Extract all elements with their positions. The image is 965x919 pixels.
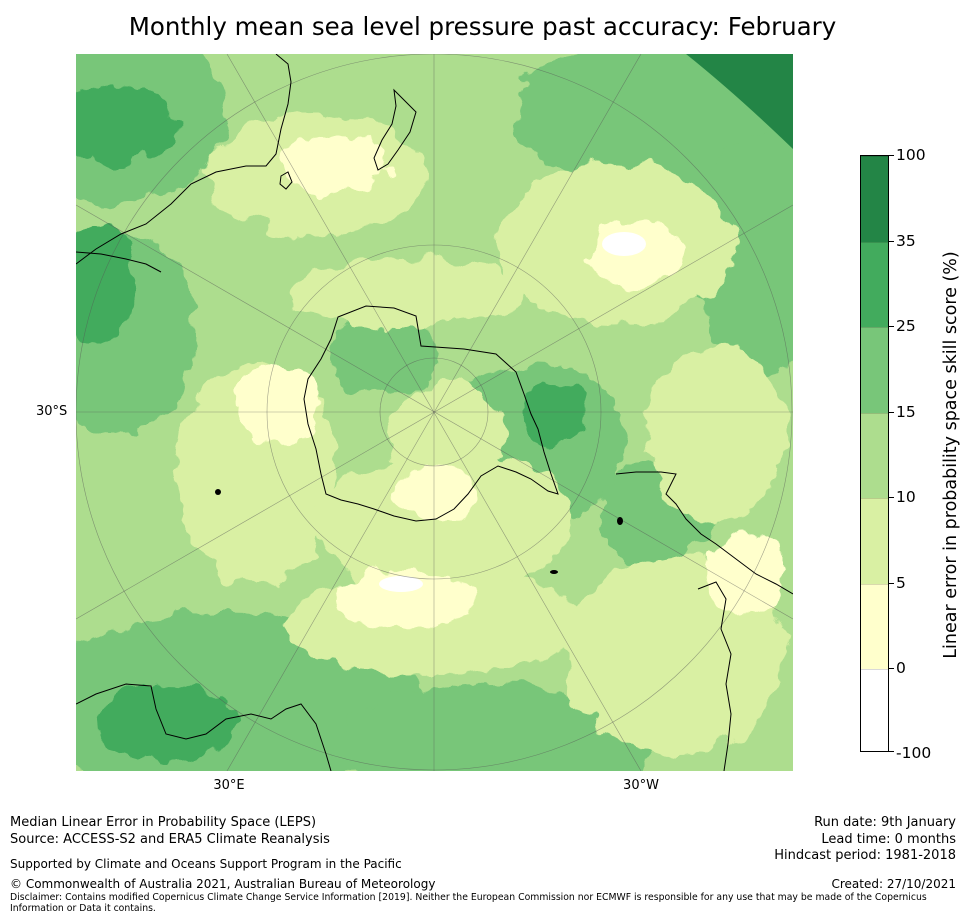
lon-label-30e: 30°E: [213, 778, 245, 793]
colorbar-segment-10-15: [861, 413, 888, 498]
colorbar-tick: [889, 241, 894, 242]
colorbar-tick-label: 15: [896, 403, 916, 421]
colorbar-tick: [889, 751, 894, 752]
footer-copyright: © Commonwealth of Australia 2021, Austra…: [10, 877, 436, 891]
field-patch: [331, 314, 441, 394]
field-patch: [706, 534, 786, 614]
field-patch: [646, 344, 786, 524]
tasmania-coast: [279, 171, 293, 190]
colorbar-segment-5-10: [861, 498, 888, 584]
run-date: Run date: 9th January: [814, 815, 956, 830]
field-patch: [336, 684, 656, 771]
colorbar-tick: [889, 497, 894, 498]
new-zealand-coast: [373, 88, 417, 171]
colorbar-tick: [889, 412, 894, 413]
field-patch: [396, 469, 476, 519]
field-patch: [696, 134, 793, 374]
created-date: Created: 27/10/2021: [831, 877, 956, 891]
island: [617, 517, 623, 525]
africa-coast: [76, 683, 332, 771]
australia-coast: [76, 54, 292, 265]
field-patch: [386, 384, 506, 484]
footer-source: Source: ACCESS-S2 and ERA5 Climate Reana…: [10, 832, 330, 847]
colorbar-tick-label: 5: [896, 574, 906, 592]
field-patch: [76, 224, 136, 344]
colorbar-segment-35-100: [861, 156, 888, 242]
colorbar-segment-15-25: [861, 327, 888, 413]
australia-south-coast: [76, 251, 162, 273]
chart-title: Monthly mean sea level pressure past acc…: [128, 12, 837, 41]
colorbar-tick: [889, 668, 894, 669]
graticule: [76, 54, 793, 771]
hindcast-period: Hindcast period: 1981-2018: [774, 848, 956, 863]
field-patch: [602, 232, 646, 256]
colorbar-tick-label: 100: [896, 146, 926, 164]
colorbar-tick-label: 35: [896, 232, 916, 250]
field-patch: [286, 259, 526, 329]
south-america-east-coast: [697, 581, 732, 771]
colorbar-segment-25-35: [861, 242, 888, 327]
colorbar-tick-label: 25: [896, 317, 916, 335]
colorbar-segment-neg100-0: [861, 669, 888, 751]
colorbar-tick-label: -100: [896, 744, 932, 762]
footer-disclaimer: Disclaimer: Contains modified Copernicus…: [10, 892, 927, 914]
colorbar-tick-label: 10: [896, 488, 916, 506]
field-patch: [281, 134, 391, 194]
south-america-coast: [615, 471, 793, 595]
island: [550, 570, 558, 574]
footer-leps: Median Linear Error in Probability Space…: [10, 815, 317, 830]
colorbar-tick-label: 0: [896, 659, 906, 677]
lat-label-30s: 30°S: [36, 404, 68, 419]
field-patch: [96, 684, 236, 764]
colorbar-segment-0-5: [861, 584, 888, 669]
field-patch: [316, 454, 576, 594]
colorbar-tick: [889, 155, 894, 156]
field-patch: [76, 84, 176, 164]
island: [215, 489, 221, 495]
footer-support: Supported by Climate and Oceans Support …: [10, 857, 402, 871]
lon-label-30w: 30°W: [623, 778, 659, 793]
field-patch: [686, 54, 793, 149]
field-patch: [236, 364, 316, 444]
colorbar-label: Linear error in probability space skill …: [941, 251, 961, 659]
colorbar-tick: [889, 583, 894, 584]
polar-map[interactable]: [76, 54, 793, 771]
antarctica-coast: [303, 305, 559, 522]
coastlines: [76, 54, 793, 771]
field-patch: [379, 576, 423, 592]
colorbar: [860, 155, 889, 752]
field-patch: [336, 569, 476, 629]
colorbar-tick: [889, 326, 894, 327]
lead-time: Lead time: 0 months: [821, 832, 956, 847]
map-svg: [76, 54, 793, 771]
